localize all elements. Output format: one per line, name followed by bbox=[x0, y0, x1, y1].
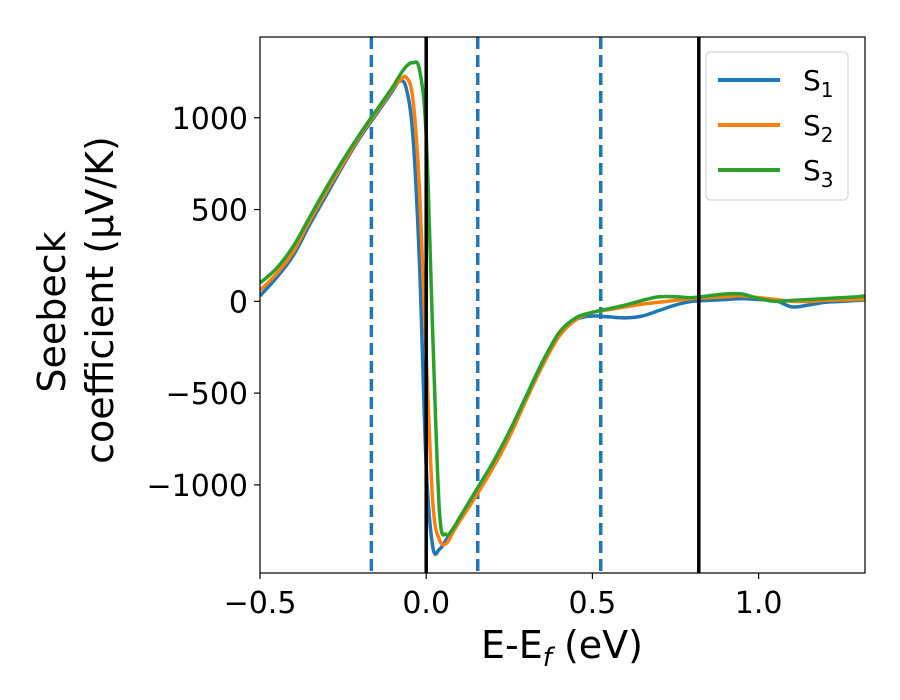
x-axis-label-main: E-E bbox=[481, 623, 543, 667]
y-tick-label-0: −1000 bbox=[147, 469, 248, 504]
legend-label-2: S2 bbox=[803, 109, 834, 147]
y-axis-label-line2: coefficient (μV/K) bbox=[78, 136, 122, 464]
legend-label-1: S1 bbox=[803, 64, 834, 102]
plot-area bbox=[260, 37, 865, 573]
y-axis-label-line1: Seebeck bbox=[30, 231, 74, 392]
y-tick-label-3: 500 bbox=[191, 194, 248, 229]
y-tick-label-1: −500 bbox=[166, 377, 248, 412]
y-tick-label-4: 1000 bbox=[172, 102, 248, 137]
x-tick-label-2: 0.5 bbox=[569, 586, 617, 621]
legend: S1 S2 S3 bbox=[705, 51, 849, 201]
y-tick-label-2: 0 bbox=[229, 285, 248, 320]
x-tick-label-3: 1.0 bbox=[735, 586, 783, 621]
x-tick-label-1: 0.0 bbox=[402, 586, 450, 621]
plot-frame bbox=[259, 36, 866, 574]
x-axis-label: E-Ef (eV) bbox=[481, 623, 643, 673]
x-tick-label-0: −0.5 bbox=[224, 586, 297, 621]
legend-label-3: S3 bbox=[803, 154, 834, 192]
series-line-3 bbox=[260, 60, 865, 537]
x-axis-label-rest: (eV) bbox=[552, 623, 643, 667]
axis-layer: −0.5 0.0 0.5 1.0 −1000 −500 0 500 1000 bbox=[147, 36, 866, 621]
